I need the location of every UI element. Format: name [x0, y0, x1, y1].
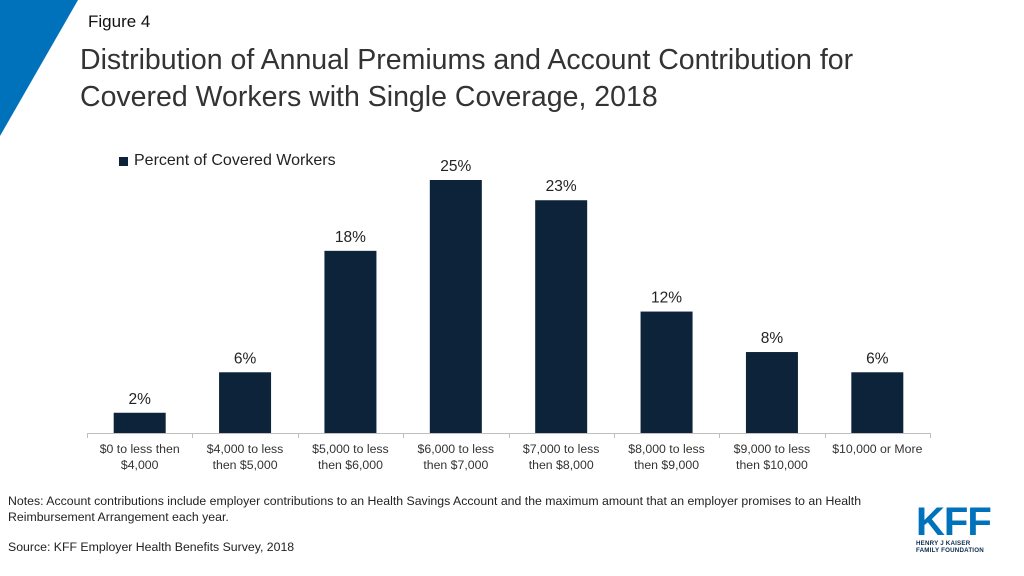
legend-swatch — [119, 156, 128, 166]
x-tick-label: $4,000 to less — [207, 442, 284, 456]
figure-label: Figure 4 — [88, 12, 151, 31]
logo-subline-2: FAMILY FOUNDATION — [916, 547, 984, 554]
kff-logo: KFF HENRY J KAISER FAMILY FOUNDATION — [916, 500, 992, 554]
legend-label: Percent of Covered Workers — [134, 152, 336, 169]
x-tick-label: $5,000 to less — [312, 442, 389, 456]
data-label: 8% — [761, 330, 784, 347]
chart-title: Distribution of Annual Premiums and Acco… — [80, 42, 980, 116]
x-tick-label: then $7,000 — [423, 458, 488, 472]
chart-title-line-1: Distribution of Annual Premiums and Acco… — [80, 44, 854, 76]
bar — [745, 352, 798, 433]
bar — [113, 412, 166, 433]
x-tick-label: $9,000 to less — [734, 442, 811, 456]
x-tick-label: then $8,000 — [529, 458, 594, 472]
x-tick-label: $6,000 to less — [418, 442, 495, 456]
data-label: 12% — [651, 290, 682, 307]
legend: Percent of Covered Workers — [119, 152, 336, 170]
bar — [640, 311, 693, 433]
data-label: 2% — [128, 391, 151, 408]
x-tick-label: $10,000 or More — [832, 442, 922, 456]
logo-wordmark: KFF — [916, 500, 992, 544]
source-text: Source: KFF Employer Health Benefits Sur… — [8, 540, 295, 554]
x-tick-label: then $9,000 — [634, 458, 699, 472]
x-tick-label: then $10,000 — [736, 458, 808, 472]
x-tick-label: $4,000 — [121, 458, 159, 472]
data-label: 18% — [335, 229, 366, 246]
x-tick-label: then $5,000 — [213, 458, 278, 472]
x-tick-label: $7,000 to less — [523, 442, 600, 456]
x-tick-label: $8,000 to less — [628, 442, 705, 456]
data-label: 25% — [440, 158, 471, 175]
data-label: 23% — [546, 178, 577, 195]
x-tick-label: $0 to less then — [100, 442, 180, 456]
logo-subline-1: HENRY J KAISER — [916, 540, 971, 547]
bar — [324, 250, 377, 433]
data-label: 6% — [234, 350, 257, 367]
x-tick-label: then $6,000 — [318, 458, 383, 472]
corner-accent-shape — [0, 0, 78, 136]
bar — [429, 180, 482, 433]
chart-title-line-2: Covered Workers with Single Coverage, 20… — [80, 81, 658, 113]
bar — [535, 200, 588, 433]
bar — [219, 372, 272, 433]
notes-text: Notes: Account contributions include emp… — [8, 494, 862, 524]
data-label: 6% — [866, 350, 889, 367]
bar — [851, 372, 904, 433]
